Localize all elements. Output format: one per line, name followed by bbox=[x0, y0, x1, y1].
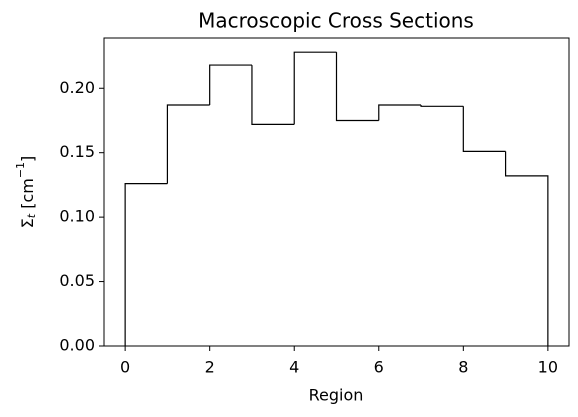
y-label-sub: t bbox=[25, 213, 38, 218]
histogram-step bbox=[504, 151, 549, 346]
x-tick-label: 4 bbox=[289, 358, 299, 377]
histogram-step bbox=[293, 51, 337, 125]
y-tick-label: 0.10 bbox=[59, 207, 95, 226]
y-tick-label: 0.05 bbox=[59, 271, 95, 290]
histogram-step bbox=[378, 104, 422, 121]
y-tick-label: 0.00 bbox=[59, 336, 95, 355]
y-label-part: ] bbox=[18, 156, 37, 162]
histogram-step bbox=[209, 64, 252, 106]
y-label-sup: −1 bbox=[14, 162, 27, 178]
histogram-step bbox=[166, 104, 210, 184]
x-tick-label: 8 bbox=[458, 358, 468, 377]
y-label-part: [cm bbox=[18, 178, 37, 214]
y-axis-label: Σt [cm−1] bbox=[14, 156, 38, 229]
x-tick-label: 10 bbox=[538, 358, 558, 377]
x-tick-label: 6 bbox=[374, 358, 384, 377]
y-label-part: Σ bbox=[18, 218, 37, 228]
histogram-step bbox=[335, 52, 379, 122]
histogram-step bbox=[251, 65, 295, 125]
x-tick-label: 2 bbox=[205, 358, 215, 377]
histogram-step bbox=[420, 105, 464, 107]
y-tick-label: 0.15 bbox=[59, 142, 95, 161]
x-tick-label: 0 bbox=[120, 358, 130, 377]
x-axis-label: Region bbox=[309, 386, 364, 405]
histogram-step bbox=[124, 183, 168, 346]
histogram-step bbox=[462, 106, 506, 153]
y-tick-label: 0.20 bbox=[59, 78, 95, 97]
chart-title: Macroscopic Cross Sections bbox=[198, 9, 474, 33]
plot-frame bbox=[103, 37, 570, 347]
